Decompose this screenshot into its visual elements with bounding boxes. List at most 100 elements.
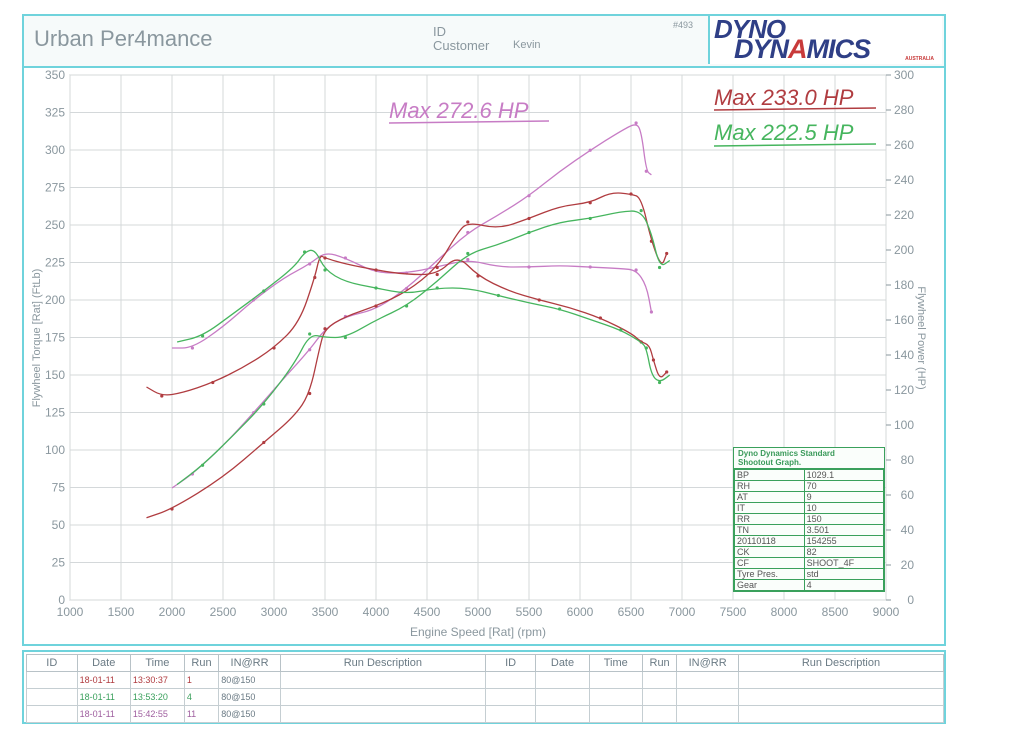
tick-labels: 1000 1500 2000 2500 3000 3500 4000 4500 5000 5500…	[45, 68, 914, 619]
run-cell	[26, 671, 78, 689]
data-point	[665, 251, 669, 256]
dyno-dynamics-logo: DYNO DYNAMICS AUSTRALIA	[708, 14, 942, 64]
max-red-label: Max 233.0 HP	[714, 85, 854, 110]
data-point	[211, 380, 215, 385]
data-point	[588, 201, 592, 205]
condition-key: Gear	[734, 579, 805, 591]
data-point	[634, 268, 638, 272]
run-row[interactable]: 18-01-11 13:53:20 4 80@150	[26, 688, 945, 706]
y-tick-label: 325	[45, 106, 65, 120]
y-tick-label: 250	[45, 218, 65, 232]
data-point	[303, 250, 307, 254]
max-green-label: Max 222.5 HP	[714, 120, 854, 145]
data-point	[527, 194, 531, 198]
y-tick-label: 200	[45, 293, 65, 307]
run-cell	[737, 688, 945, 706]
data-point	[649, 310, 654, 314]
run-cell: 18-01-11	[76, 688, 131, 706]
y-tick-label: 75	[52, 481, 66, 495]
condition-row: CF SHOOT_4F	[734, 557, 885, 569]
condition-row: RH 70	[734, 480, 885, 492]
customer-label: Customer	[433, 38, 490, 53]
run-cell: 18-01-11	[76, 705, 131, 723]
run-table-frame: ID Date Time Run IN@RR Run Description ID Date T…	[22, 650, 946, 724]
run-cell	[588, 688, 643, 706]
data-point	[343, 256, 347, 260]
run-table-header: Run Description	[279, 654, 486, 672]
data-point	[170, 507, 174, 511]
data-point	[374, 286, 378, 290]
data-point	[374, 304, 378, 308]
data-point	[639, 209, 643, 213]
data-point	[272, 346, 276, 350]
data-point	[651, 358, 656, 362]
run-cell: 18-01-11	[76, 671, 131, 689]
data-point	[558, 307, 562, 311]
data-point	[644, 346, 648, 350]
data-point	[435, 265, 439, 270]
y2-tick-label: 20	[901, 558, 915, 572]
run-cell	[26, 705, 78, 723]
max-red-underline	[713, 107, 877, 111]
condition-row: Tyre Pres. std	[734, 568, 885, 580]
run-cell	[588, 671, 643, 689]
run-cell	[484, 671, 537, 689]
series-power-line	[176, 210, 671, 486]
data-point	[527, 230, 531, 235]
run-cell	[535, 688, 590, 706]
series-torque-line	[172, 253, 653, 349]
x-axis-label: Engine Speed [Rat] (rpm)	[410, 625, 546, 639]
run-cell	[676, 705, 739, 723]
data-point	[496, 293, 500, 298]
run-row[interactable]: 18-01-11 13:30:37 1 80@150	[26, 671, 945, 689]
y-tick-label: 150	[45, 368, 65, 382]
condition-key: 20110118	[734, 535, 805, 547]
condition-key: AT	[734, 491, 805, 503]
x-tick-label: 6000	[567, 605, 594, 619]
data-point	[308, 348, 312, 352]
y2-tick-label: 160	[894, 313, 914, 327]
x-tick-label: 1000	[57, 605, 84, 619]
run-cell	[484, 705, 537, 723]
data-point	[466, 257, 470, 262]
y2-tick-label: 260	[894, 138, 914, 152]
condition-row: TN 3.501	[734, 524, 885, 536]
data-point	[308, 262, 312, 266]
y2-tick-label: 80	[901, 453, 915, 467]
condition-row: BP 1029.1	[734, 469, 885, 481]
y-tick-label: 25	[52, 556, 66, 570]
run-cell: 80@150	[218, 688, 281, 706]
data-point	[657, 380, 662, 385]
y2-tick-label: 120	[894, 383, 914, 397]
data-point	[405, 304, 409, 308]
run-cell: 1	[183, 671, 220, 689]
data-point	[262, 402, 266, 406]
y-tick-label: 0	[58, 593, 65, 607]
conditions-title-2: Shootout Graph.	[738, 458, 802, 467]
conditions-title-1: Dyno Dynamics Standard	[738, 449, 835, 458]
run-cell	[26, 688, 78, 706]
run-row[interactable]: 18-01-11 15:42:55 11 80@150	[26, 705, 945, 723]
data-point	[588, 265, 592, 269]
y-tick-label: 125	[45, 406, 65, 420]
run-cell: 80@150	[218, 705, 281, 723]
data-point	[323, 268, 327, 272]
conditions-table: BP 1029.1 RH 70 AT 9 IT 10 RR 150 TN 3.501 20110118 1…	[734, 469, 885, 591]
condition-key: RR	[734, 513, 805, 525]
series-torque-line	[176, 249, 671, 382]
data-point	[644, 169, 648, 173]
series-power-line	[146, 192, 668, 519]
run-cell	[641, 688, 678, 706]
data-point	[657, 265, 662, 270]
conditions-title: Dyno Dynamics Standard Shootout Graph.	[734, 448, 884, 469]
data-point	[308, 332, 312, 336]
run-table-header: ID	[484, 654, 537, 672]
plot-frame	[22, 66, 946, 646]
data-point	[588, 216, 592, 221]
condition-value: 82	[803, 546, 885, 558]
condition-row: 20110118 154255	[734, 535, 885, 547]
run-cell: 15:42:55	[129, 705, 185, 723]
y-tick-label: 350	[45, 68, 65, 82]
run-cell	[279, 705, 486, 723]
axis-labels: Engine Speed [Rat] (rpm) Flywheel Torque…	[31, 269, 927, 639]
